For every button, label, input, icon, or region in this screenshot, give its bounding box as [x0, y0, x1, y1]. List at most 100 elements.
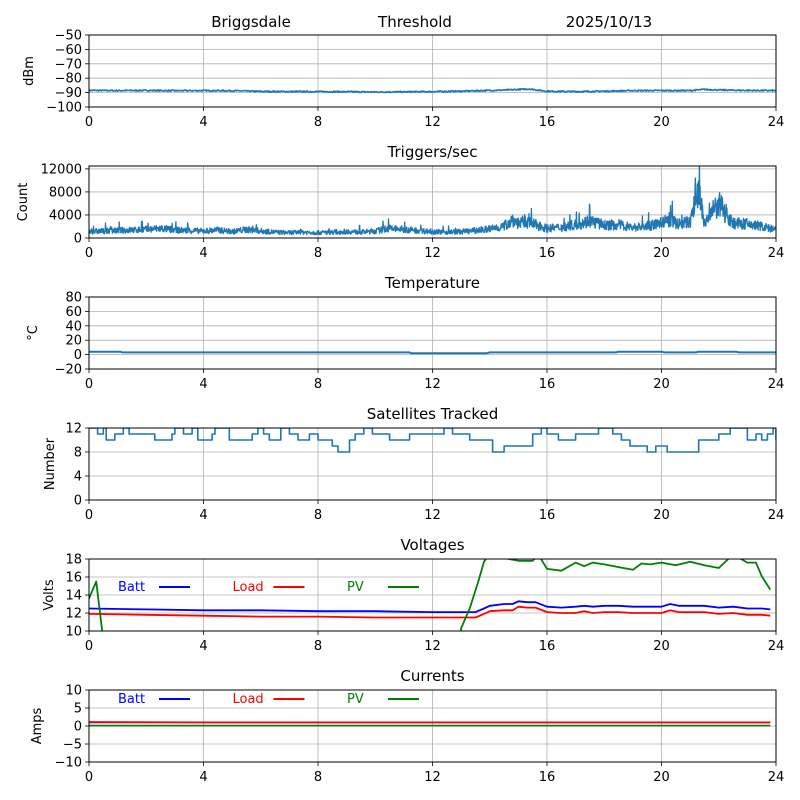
x-tick-label: 12: [424, 508, 441, 523]
x-tick-label: 4: [199, 508, 207, 523]
panel-satellites: 0 4 8 12 16 20 24 0 4 8 12 Satellites Tracked Number: [43, 405, 784, 523]
x-tick-label: 24: [768, 639, 785, 654]
x-tick-label: 8: [314, 639, 322, 654]
y-tick-label: −10: [55, 756, 82, 771]
x-tick-label: 16: [539, 639, 556, 654]
x-tick-label: 24: [768, 377, 785, 392]
x-tick-label: 4: [199, 770, 207, 785]
legend: Batt Load PV: [118, 580, 419, 595]
x-tick-label: 4: [199, 639, 207, 654]
series-group: [89, 721, 771, 727]
y-tick-label: 8: [74, 446, 82, 461]
legend: Batt Load PV: [118, 692, 419, 707]
x-tick-label: 24: [768, 770, 785, 785]
y-tick-label: −90: [55, 86, 82, 101]
series-group: [89, 87, 776, 94]
y-tick-label: −50: [55, 29, 82, 44]
y-tick-label: 12000: [41, 162, 82, 177]
y-tick-label: −20: [55, 363, 82, 378]
y-tick-label: −60: [55, 43, 82, 58]
series-line-temperature: [89, 350, 776, 355]
y-tick-label: 0: [74, 348, 82, 363]
series-line-pv: [89, 559, 772, 631]
x-tick-label: 0: [85, 377, 93, 392]
x-tick-label: 16: [539, 508, 556, 523]
series-group: [89, 559, 772, 631]
x-tick-label: 0: [85, 508, 93, 523]
y-tick-label: 10: [65, 625, 82, 640]
x-tick-label: 20: [653, 770, 670, 785]
series-group: [89, 428, 776, 453]
x-tick-label: 12: [424, 377, 441, 392]
panel-triggers: 0 4 8 12 16 20 24 0 4000 8000 12000 Triggers/sec Cou…: [16, 143, 784, 261]
panel-currents: 0 4 8 12 16 20 24 −10 −5 0 5 10 Currents Amps Batt Load…: [30, 667, 784, 785]
x-tick-label: 20: [653, 639, 670, 654]
x-tick-label: 0: [85, 639, 93, 654]
x-tick-label: 8: [314, 246, 322, 261]
header-mode: Threshold: [377, 13, 452, 31]
x-tick-label: 12: [424, 246, 441, 261]
y-axis-label: Amps: [30, 707, 45, 744]
y-axis-label: Number: [43, 437, 58, 490]
series-line-load: [89, 605, 771, 619]
y-tick-label: 0: [74, 232, 82, 247]
panel-title: Temperature: [384, 274, 480, 292]
legend-label-load: Load: [233, 692, 264, 707]
y-axis-label: dBm: [22, 56, 37, 86]
y-tick-label: −80: [55, 72, 82, 87]
y-tick-label: −100: [46, 101, 82, 116]
legend-label-batt: Batt: [118, 692, 145, 707]
x-tick-label: 20: [653, 508, 670, 523]
y-axis-label: Count: [16, 183, 31, 222]
y-tick-label: 20: [65, 334, 82, 349]
panel-voltages: 0 4 8 12 16 20 24 10 12 14 16 18 Voltages Volts Batt Lo…: [42, 536, 785, 654]
x-tick-label: 8: [314, 508, 322, 523]
x-tick-label: 8: [314, 115, 322, 130]
x-tick-label: 20: [653, 377, 670, 392]
x-tick-label: 4: [199, 115, 207, 130]
x-tick-label: 16: [539, 246, 556, 261]
x-tick-label: 24: [768, 508, 785, 523]
x-tick-label: 20: [653, 246, 670, 261]
panel-title: Triggers/sec: [387, 143, 478, 161]
legend-label-pv: PV: [347, 692, 364, 707]
panel-title: Voltages: [400, 536, 464, 554]
y-tick-label: 4: [74, 470, 82, 485]
x-tick-label: 16: [539, 770, 556, 785]
panel-title: Currents: [400, 667, 464, 685]
y-tick-label: 10: [65, 684, 82, 699]
y-tick-label: 12: [65, 607, 82, 622]
series-line-count: [89, 166, 776, 236]
y-tick-label: 8000: [49, 185, 82, 200]
header-date: 2025/10/13: [566, 13, 652, 31]
x-tick-label: 24: [768, 115, 785, 130]
x-tick-label: 0: [85, 115, 93, 130]
x-tick-label: 16: [539, 377, 556, 392]
y-tick-label: 12: [65, 422, 82, 437]
y-tick-label: 0: [74, 720, 82, 735]
y-tick-label: 0: [74, 494, 82, 509]
x-tick-label: 20: [653, 115, 670, 130]
series-group: [89, 350, 776, 355]
y-axis-label: °C: [26, 325, 41, 341]
x-tick-label: 4: [199, 377, 207, 392]
y-tick-label: 60: [65, 305, 82, 320]
x-tick-label: 0: [85, 770, 93, 785]
series-line-satellites: [89, 428, 776, 453]
legend-label-batt: Batt: [118, 580, 145, 595]
x-tick-label: 8: [314, 377, 322, 392]
series-group: [89, 166, 776, 236]
panel-signal: 0 4 8 12 16 20 24 −100−90−80−70−60−50 dBm: [22, 29, 784, 131]
x-tick-label: 16: [539, 115, 556, 130]
series-line-batt: [89, 600, 771, 613]
y-tick-label: 40: [65, 319, 82, 334]
panel-title: Satellites Tracked: [367, 405, 498, 423]
x-tick-label: 24: [768, 246, 785, 261]
x-tick-label: 8: [314, 770, 322, 785]
y-tick-label: 5: [74, 702, 82, 717]
y-tick-label: −5: [63, 738, 82, 753]
x-tick-label: 12: [424, 770, 441, 785]
header-site: Briggsdale: [211, 13, 291, 31]
